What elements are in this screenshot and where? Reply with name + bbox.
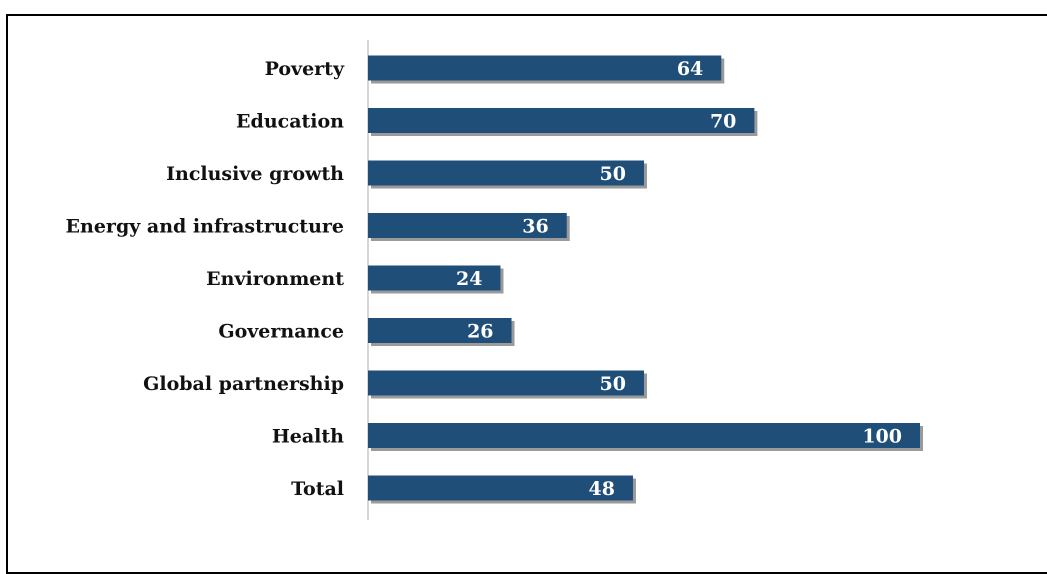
value-label-poverty: 64 bbox=[677, 58, 703, 80]
value-label-environment: 24 bbox=[456, 268, 482, 290]
category-label-total: Total bbox=[291, 478, 344, 500]
category-label-education: Education bbox=[236, 111, 344, 133]
category-labels-group: Poverty Education Inclusive growth Energy a… bbox=[66, 58, 345, 500]
category-label-global-partnership: Global partnership bbox=[143, 373, 344, 395]
category-label-poverty: Poverty bbox=[265, 58, 345, 80]
category-label-inclusive-growth: Inclusive growth bbox=[166, 163, 344, 185]
bar-chart: 64 70 50 36 24 26 50 100 48 Poverty Education Incl… bbox=[66, 40, 923, 520]
bar-total bbox=[368, 475, 633, 501]
category-label-governance: Governance bbox=[218, 321, 344, 343]
bar-poverty bbox=[368, 55, 722, 81]
value-label-total: 48 bbox=[589, 478, 615, 500]
value-label-energy-and-infrastructure: 36 bbox=[522, 216, 548, 238]
bar-environment bbox=[368, 265, 501, 291]
value-label-governance: 26 bbox=[467, 321, 493, 343]
value-label-inclusive-growth: 50 bbox=[600, 163, 626, 185]
value-label-global-partnership: 50 bbox=[600, 373, 626, 395]
value-label-health: 100 bbox=[862, 426, 902, 448]
value-label-education: 70 bbox=[710, 111, 736, 133]
bar-education bbox=[368, 108, 755, 133]
category-label-energy-and-infrastructure: Energy and infrastructure bbox=[66, 216, 344, 238]
category-label-health: Health bbox=[272, 426, 344, 448]
bar-inclusive-growth bbox=[368, 160, 644, 186]
bar-energy-and-infrastructure bbox=[368, 213, 567, 238]
bars-group: 64 70 50 36 24 26 50 100 48 bbox=[368, 55, 923, 504]
category-label-environment: Environment bbox=[206, 268, 344, 290]
bar-governance bbox=[368, 318, 512, 343]
bar-health bbox=[368, 423, 920, 448]
bar-global-partnership bbox=[368, 370, 644, 396]
